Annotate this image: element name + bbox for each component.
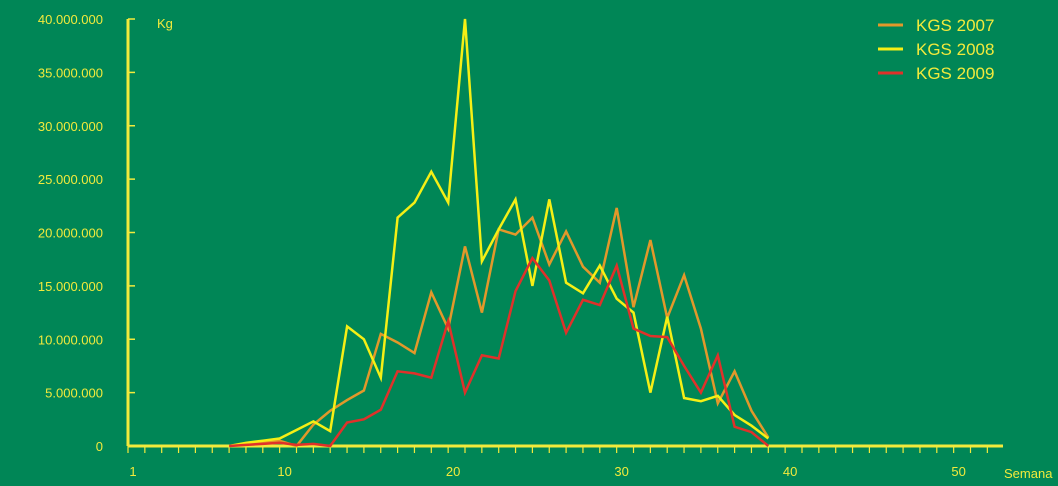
y-tick-label: 30.000.000 [38,119,103,134]
y-tick-label: 0 [96,439,103,454]
legend: KGS 2007 KGS 2008 KGS 2009 [878,16,994,83]
x-tick-label: 10 [277,464,291,479]
series-line-kgs-2007 [228,207,770,448]
x-tick-label: 30 [614,464,628,479]
legend-label: KGS 2008 [916,40,994,59]
x-tick-label: 50 [951,464,965,479]
series-lines [228,18,770,448]
y-tick-label: 15.000.000 [38,279,103,294]
series-line-kgs-2008 [228,18,770,448]
x-axis-label: Semana [1004,466,1053,481]
y-axis: 0 5.000.000 10.000.000 15.000.000 20.000.000… [38,12,135,454]
x-tick-label: 1 [129,464,136,479]
legend-label: KGS 2009 [916,64,994,83]
y-tick-label: 35.000.000 [38,65,103,80]
y-tick-label: 5.000.000 [45,386,103,401]
y-tick-label: 40.000.000 [38,12,103,27]
y-tick-label: 20.000.000 [38,226,103,241]
series-line-kgs-2009 [229,255,770,448]
x-tick-label: 40 [783,464,797,479]
y-axis-label: Kg [157,16,173,31]
x-axis: 1 10 20 30 40 50 [127,444,1003,479]
x-tick-label: 20 [446,464,460,479]
legend-label: KGS 2007 [916,16,994,35]
y-tick-label: 25.000.000 [38,172,103,187]
y-tick-label: 10.000.000 [38,332,103,347]
